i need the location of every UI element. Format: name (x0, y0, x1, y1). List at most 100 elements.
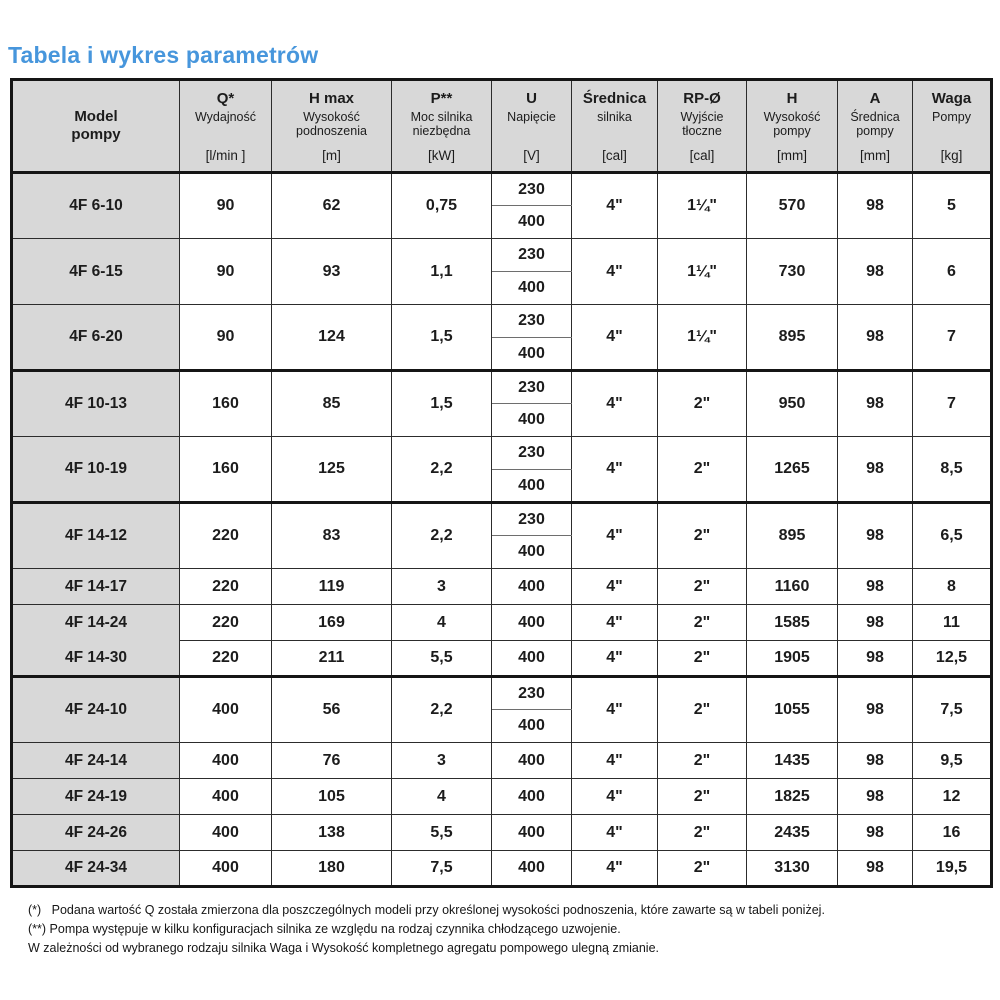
cell-weight: 6,5 (912, 501, 992, 569)
cell-voltage: 400 (491, 709, 572, 743)
cell-rp: 2" (657, 778, 747, 815)
table-row: 4F 6-10 90 62 0,75 230 4" 1¼" 570 98 5 (11, 172, 992, 239)
header-weight: Waga Pompy [kg] (912, 79, 992, 174)
cell-voltage: 400 (491, 850, 572, 887)
cell-rp: 1¼" (657, 172, 747, 239)
table-row-voltage: 400 (12, 535, 992, 569)
table-row: 4F 14-17 220 119 3 400 4" 2" 1160 98 8 (11, 568, 992, 605)
cell-voltage: 400 (491, 778, 572, 815)
cell-model: 4F 14-30 (11, 640, 180, 677)
cell-hmax: 93 (271, 238, 392, 305)
header-u-unit: [V] (523, 148, 540, 163)
cell-height: 2435 (746, 814, 838, 851)
table-row: 4F 14-12 220 83 2,2 230 4" 2" 895 98 6,5 (11, 501, 992, 569)
cell-weight: 19,5 (912, 850, 992, 887)
header-rp-unit: [cal] (689, 148, 715, 163)
header-rp-sub: Wyjście tłoczne (680, 110, 724, 139)
cell-hmax: 119 (271, 568, 392, 605)
cell-rp: 2" (657, 436, 747, 503)
header-height-sub: Wysokość pompy (763, 110, 821, 139)
cell-q: 90 (179, 238, 272, 305)
cell-hmax: 85 (271, 369, 392, 437)
cell-voltage: 400 (491, 604, 572, 641)
cell-rp: 1¼" (657, 304, 747, 371)
cell-height: 895 (746, 501, 838, 569)
pump-parameters-table: Model pompy Q* Wydajność [l/min ] H max … (10, 78, 993, 888)
cell-motor-diameter: 4" (571, 436, 658, 503)
cell-height: 895 (746, 304, 838, 371)
cell-q: 400 (179, 675, 272, 743)
cell-q: 160 (179, 436, 272, 503)
cell-hmax: 138 (271, 814, 392, 851)
table-header: Model pompy Q* Wydajność [l/min ] H max … (11, 79, 992, 174)
table-row: 4F 24-19 400 105 4 400 4" 2" 1825 98 12 (11, 778, 992, 815)
cell-hmax: 124 (271, 304, 392, 371)
cell-motor-diameter: 4" (571, 675, 658, 743)
cell-voltage: 400 (491, 535, 572, 569)
header-motor-diameter: Średnica silnika [cal] (571, 79, 658, 174)
header-hmax-title: H max (308, 90, 355, 107)
cell-rp: 2" (657, 814, 747, 851)
cell-motor-diameter: 4" (571, 568, 658, 605)
cell-height: 1055 (746, 675, 838, 743)
cell-model: 4F 24-10 (11, 675, 180, 743)
table-row: 4F 14-30 220 211 5,5 400 4" 2" 1905 98 12,5 (11, 640, 992, 677)
cell-model: 4F 6-10 (11, 172, 180, 239)
table-row: 4F 24-26 400 138 5,5 400 4" 2" 2435 98 16 (11, 814, 992, 851)
cell-weight: 9,5 (912, 742, 992, 779)
footnote-1: (*) Podana wartość Q została zmierzona d… (28, 903, 825, 917)
table-row: 4F 6-15 90 93 1,1 230 4" 1¼" 730 98 6 (11, 238, 992, 305)
cell-weight: 7 (912, 304, 992, 371)
table-row: 4F 10-13 160 85 1,5 230 4" 2" 950 98 7 (11, 369, 992, 437)
cell-model: 4F 24-14 (11, 742, 180, 779)
header-u: U Napięcie [V] (491, 79, 572, 174)
header-row: Model pompy Q* Wydajność [l/min ] H max … (11, 79, 992, 174)
cell-motor-diameter: 4" (571, 369, 658, 437)
header-rp: RP-Ø Wyjście tłoczne [cal] (657, 79, 747, 174)
cell-q: 160 (179, 369, 272, 437)
cell-height: 3130 (746, 850, 838, 887)
header-model-title: Model pompy (71, 108, 121, 143)
header-hmax-sub: Wysokość podnoszenia (296, 110, 367, 139)
cell-q: 400 (179, 742, 272, 779)
header-weight-unit: [kg] (940, 148, 963, 163)
cell-motor-diameter: 4" (571, 604, 658, 641)
cell-voltage: 400 (491, 814, 572, 851)
table-row: 4F 6-20 90 124 1,5 230 4" 1¼" 895 98 7 (11, 304, 992, 371)
header-q-title: Q* (216, 90, 235, 107)
cell-hmax: 169 (271, 604, 392, 641)
header-p-title: P** (430, 90, 453, 107)
cell-a: 98 (837, 501, 913, 569)
cell-height: 950 (746, 369, 838, 437)
header-u-title: U (526, 90, 537, 107)
footnote-2: (**) Pompa występuje w kilku konfiguracj… (28, 922, 621, 936)
cell-height: 570 (746, 172, 838, 239)
header-u-sub: Napięcie (507, 110, 556, 124)
cell-hmax: 76 (271, 742, 392, 779)
cell-weight: 5 (912, 172, 992, 239)
header-p: P** Moc silnika niezbędna [kW] (391, 79, 492, 174)
header-a-sub: Średnica pompy (850, 110, 900, 139)
header-hmax: H max Wysokość podnoszenia [m] (271, 79, 392, 174)
cell-q: 400 (179, 814, 272, 851)
page-title: Tabela i wykres parametrów (8, 42, 319, 68)
cell-hmax: 211 (271, 640, 392, 677)
cell-weight: 7,5 (912, 675, 992, 743)
cell-model: 4F 24-26 (11, 814, 180, 851)
cell-voltage: 230 (491, 304, 572, 338)
cell-voltage: 230 (491, 436, 572, 470)
cell-weight: 16 (912, 814, 992, 851)
cell-a: 98 (837, 640, 913, 677)
cell-a: 98 (837, 850, 913, 887)
cell-a: 98 (837, 436, 913, 503)
cell-p: 0,75 (391, 172, 492, 239)
cell-weight: 12 (912, 778, 992, 815)
cell-a: 98 (837, 172, 913, 239)
cell-model: 4F 14-17 (11, 568, 180, 605)
cell-hmax: 105 (271, 778, 392, 815)
cell-height: 730 (746, 238, 838, 305)
cell-rp: 2" (657, 742, 747, 779)
cell-hmax: 83 (271, 501, 392, 569)
table-row-voltage: 400 (12, 271, 992, 305)
cell-model: 4F 10-13 (11, 369, 180, 437)
